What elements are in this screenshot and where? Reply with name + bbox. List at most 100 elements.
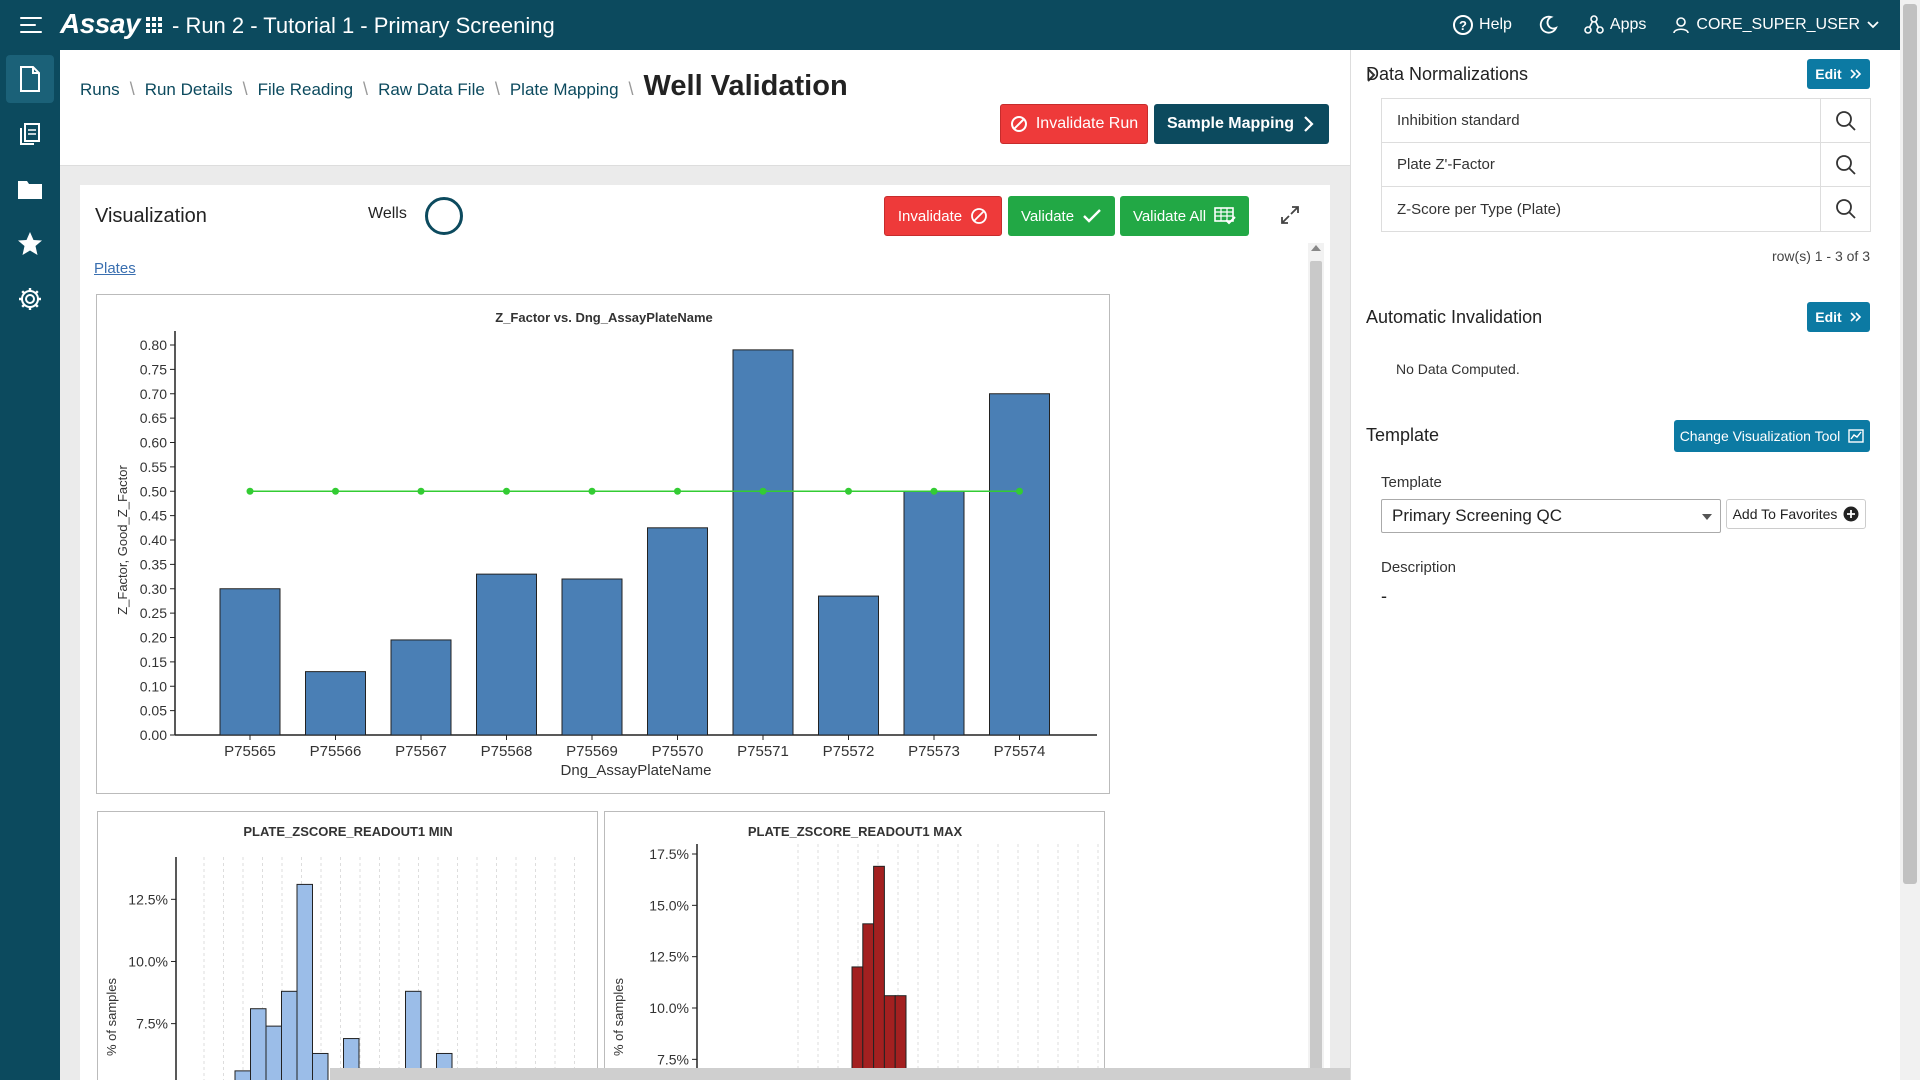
y-tick-label: 0.80 bbox=[140, 337, 167, 353]
breadcrumb-runs[interactable]: Runs bbox=[80, 80, 120, 99]
plates-link[interactable]: Plates bbox=[94, 260, 136, 277]
x-axis-label: Dng_AssayPlateName bbox=[561, 762, 712, 779]
sidebar-item-folders[interactable] bbox=[6, 165, 54, 213]
validate-button[interactable]: Validate bbox=[1008, 196, 1115, 236]
no-data-text: No Data Computed. bbox=[1396, 361, 1520, 377]
invalidate-run-label: Invalidate Run bbox=[1035, 115, 1139, 132]
y-tick-label: 0.25 bbox=[140, 605, 167, 621]
zscore-max-chart-svg: PLATE_ZSCORE_READOUT1 MAX5.0%7.5%10.0%12… bbox=[611, 824, 1099, 1080]
y-tick-label: 0.00 bbox=[140, 727, 167, 743]
zscore-min-chart-svg: PLATE_ZSCORE_READOUT1 MIN 5.0% 7.5% 10.0% 12… bbox=[104, 824, 575, 1080]
validate-all-button[interactable]: Validate All bbox=[1120, 196, 1249, 236]
invalidate-button[interactable]: Invalidate bbox=[884, 196, 1002, 236]
ban-icon bbox=[1010, 116, 1027, 132]
y-tick-label: 0.45 bbox=[140, 508, 167, 524]
sidebar-item-settings[interactable] bbox=[6, 275, 54, 323]
app-brand[interactable]: Assay bbox=[60, 8, 141, 39]
check-icon bbox=[1083, 209, 1101, 223]
wells-toggle[interactable] bbox=[425, 197, 463, 235]
document-icon bbox=[20, 66, 40, 92]
scroll-up-arrow[interactable] bbox=[1311, 245, 1321, 251]
x-tick-label: P75574 bbox=[994, 743, 1046, 760]
y-tick-label: 0.50 bbox=[140, 483, 167, 499]
validate-label: Validate bbox=[1020, 207, 1075, 225]
chart-icon bbox=[1848, 429, 1864, 443]
search-icon[interactable] bbox=[1820, 142, 1870, 187]
page-scrollbar[interactable] bbox=[1900, 0, 1920, 1080]
breadcrumb-file-reading[interactable]: File Reading bbox=[257, 80, 354, 99]
x-tick-label: P75567 bbox=[395, 743, 447, 760]
change-visualization-tool-button[interactable]: Change Visualization Tool bbox=[1674, 420, 1870, 452]
x-tick-label: P75573 bbox=[908, 743, 960, 760]
scrollbar-thumb[interactable] bbox=[1310, 261, 1322, 1080]
user-icon bbox=[1673, 17, 1690, 34]
template-field-label: Template bbox=[1381, 474, 1442, 491]
line-point bbox=[588, 487, 596, 495]
histogram-bar bbox=[265, 1025, 282, 1080]
breadcrumb-separator: \ bbox=[494, 79, 500, 99]
template-select[interactable]: Primary Screening QC bbox=[1381, 499, 1721, 533]
add-favorites-label: Add To Favorites bbox=[1732, 506, 1838, 522]
search-icon[interactable] bbox=[1820, 187, 1870, 231]
y-tick-label: 15.0% bbox=[649, 897, 689, 913]
x-tick-label: P75566 bbox=[310, 743, 362, 760]
search-icon[interactable] bbox=[1820, 98, 1870, 143]
breadcrumb-run-details[interactable]: Run Details bbox=[144, 80, 233, 99]
sample-mapping-label: Sample Mapping bbox=[1166, 115, 1295, 132]
bar bbox=[561, 578, 623, 736]
invalidation-edit-button[interactable]: Edit bbox=[1807, 302, 1870, 332]
change-vis-label: Change Visualization Tool bbox=[1679, 428, 1841, 444]
y-tick-label: 0.35 bbox=[140, 556, 167, 572]
expand-icon[interactable] bbox=[1278, 203, 1302, 227]
sidebar-item-favorites[interactable] bbox=[6, 220, 54, 268]
sidebar-item-copies[interactable] bbox=[6, 110, 54, 158]
invalidate-run-button[interactable]: Invalidate Run bbox=[1000, 104, 1148, 144]
zfactor-chart-svg: Z_Factor vs. Dng_AssayPlateName 0.00 0.05 0… bbox=[115, 310, 1097, 779]
moon-icon bbox=[1539, 15, 1558, 34]
plus-circle-icon bbox=[1843, 506, 1859, 522]
help-button[interactable]: ? Help bbox=[1453, 15, 1512, 35]
breadcrumb-separator: \ bbox=[129, 79, 135, 99]
menu-icon[interactable] bbox=[20, 14, 42, 36]
y-tick-label: 0.05 bbox=[140, 703, 167, 719]
invalidate-label: Invalidate bbox=[897, 207, 963, 225]
breadcrumb-raw-data-file[interactable]: Raw Data File bbox=[378, 80, 485, 99]
x-tick-label: P75568 bbox=[481, 743, 533, 760]
add-to-favorites-button[interactable]: Add To Favorites bbox=[1726, 499, 1866, 529]
description-value: - bbox=[1381, 586, 1387, 606]
bar bbox=[818, 595, 879, 736]
user-label: CORE_SUPER_USER bbox=[1696, 16, 1860, 33]
chevron-down-icon bbox=[1867, 21, 1879, 29]
page-scrollbar-thumb[interactable] bbox=[1903, 4, 1917, 884]
y-tick-label: 0.60 bbox=[140, 435, 167, 451]
top-bar: Assay - Run 2 - Tutorial 1 - Primary Scr… bbox=[0, 0, 1920, 50]
histogram-bar bbox=[862, 923, 875, 1080]
sidebar-item-runs[interactable] bbox=[6, 55, 54, 103]
folder-icon bbox=[18, 181, 42, 199]
y-tick-label: 7.5% bbox=[136, 1016, 168, 1032]
zscore-min-chart: PLATE_ZSCORE_READOUT1 MIN 5.0% 7.5% 10.0% 12… bbox=[97, 811, 598, 1080]
user-menu[interactable]: CORE_SUPER_USER bbox=[1672, 16, 1880, 34]
breadcrumb-separator: \ bbox=[242, 79, 248, 99]
visualization-scrollbar[interactable] bbox=[1308, 243, 1324, 1080]
x-tick-label: P75571 bbox=[737, 743, 789, 760]
histogram-bar bbox=[234, 1070, 251, 1080]
bar bbox=[732, 349, 794, 736]
normalization-name: Inhibition standard bbox=[1397, 112, 1520, 129]
copy-icon bbox=[20, 123, 40, 145]
breadcrumb-plate-mapping[interactable]: Plate Mapping bbox=[509, 80, 619, 99]
apps-button[interactable]: Apps bbox=[1584, 15, 1646, 35]
ban-icon bbox=[971, 208, 988, 224]
sample-mapping-button[interactable]: Sample Mapping bbox=[1154, 104, 1329, 144]
theme-toggle-button[interactable] bbox=[1538, 15, 1558, 35]
collapse-panel-button[interactable] bbox=[1351, 50, 1391, 100]
breadcrumb: Runs \ Run Details \ File Reading \ Raw … bbox=[80, 70, 848, 103]
y-tick-label: 0.30 bbox=[140, 581, 167, 597]
normalizations-edit-button[interactable]: Edit bbox=[1807, 59, 1870, 89]
chart-title: Z_Factor vs. Dng_AssayPlateName bbox=[495, 310, 712, 325]
bar bbox=[219, 588, 281, 736]
y-tick-label: 0.15 bbox=[140, 654, 167, 670]
gear-icon bbox=[19, 288, 41, 310]
template-selected-value: Primary Screening QC bbox=[1392, 506, 1563, 525]
visualization-title: Visualization bbox=[95, 205, 207, 227]
